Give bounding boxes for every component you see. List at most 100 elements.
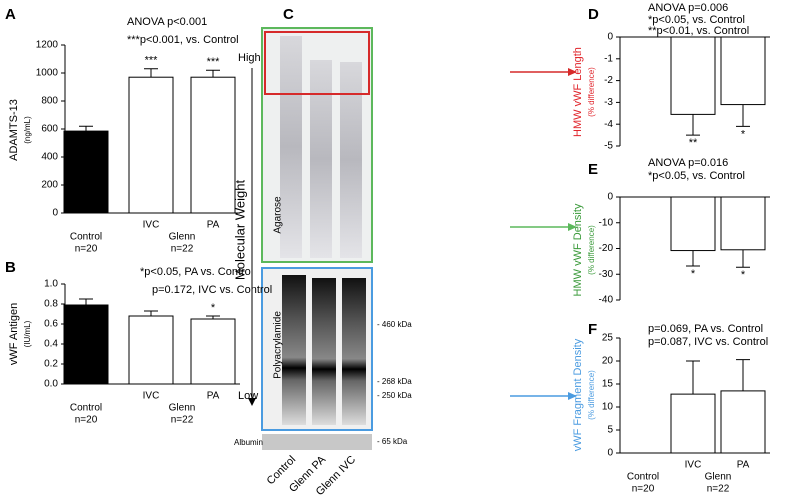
x-tick-label: PA: [207, 391, 220, 402]
error-bar: [79, 298, 93, 305]
annotation: *p<0.05, PA vs. Control: [140, 266, 253, 278]
lane: [282, 275, 306, 425]
significance: ***: [145, 55, 159, 67]
y-axis-label: HMW vWF Density: [572, 203, 584, 296]
lane: [312, 278, 336, 425]
y-tick-label: 0.2: [44, 359, 58, 370]
x-sublabel: n=22: [171, 415, 194, 426]
polyacrylamide-label: Polyacrylamide: [273, 311, 284, 379]
y-tick-label: -1: [604, 53, 613, 64]
lane: [280, 36, 302, 258]
error-bar: [736, 359, 750, 391]
significance: *: [741, 269, 746, 281]
significance: *: [691, 268, 696, 280]
error-bar: [79, 125, 93, 132]
bar: [720, 390, 766, 454]
x-group-label: Glenn: [705, 472, 732, 483]
y-axis-unit: (IU/mL): [23, 320, 32, 347]
high-label: High: [238, 52, 261, 64]
y-axis-unit: (% difference): [587, 370, 596, 420]
x-tick-label: IVC: [685, 460, 702, 471]
y-tick-label: 25: [602, 333, 614, 344]
y-axis-unit: (% difference): [587, 225, 596, 275]
y-tick-label: 0.4: [44, 339, 58, 350]
x-tick-label: Control: [70, 403, 102, 414]
x-group-label: Glenn: [169, 232, 196, 243]
error-bar: [736, 104, 750, 127]
lane: [342, 278, 366, 425]
bar: [63, 304, 109, 385]
x-tick-label: PA: [207, 220, 220, 231]
marker-label: - 460 kDa: [377, 320, 412, 329]
x-tick-label: IVC: [143, 391, 160, 402]
significance: *: [741, 128, 746, 140]
y-tick-label: 200: [41, 180, 58, 191]
y-axis-unit: (ng/mL): [23, 116, 32, 144]
arrowhead: [568, 68, 577, 76]
y-tick-label: -40: [599, 295, 614, 306]
panel-letter: D: [588, 6, 599, 23]
annotation: *p<0.05, vs. Control: [648, 170, 745, 182]
annotation: ANOVA p=0.006: [648, 2, 728, 14]
bar: [63, 130, 109, 214]
bar: [670, 196, 716, 252]
bar: [670, 393, 716, 454]
error-bar: [686, 360, 700, 395]
panel-letter: B: [5, 259, 16, 276]
significance: ***: [207, 56, 221, 68]
bar: [720, 36, 766, 106]
marker-label: - 65 kDa: [377, 437, 408, 446]
y-tick-label: 600: [41, 124, 58, 135]
albumin-strip: [262, 434, 372, 450]
bar: [720, 196, 766, 251]
y-tick-label: -10: [599, 217, 614, 228]
hmw-box: [264, 31, 370, 95]
arrowhead: [568, 392, 577, 400]
x-sublabel: n=20: [75, 415, 98, 426]
x-sublabel: n=22: [707, 484, 730, 495]
y-tick-label: 0: [607, 192, 613, 203]
annotation: ANOVA p<0.001: [127, 16, 207, 28]
annotation: **p<0.01, vs. Control: [648, 25, 749, 37]
y-tick-label: 0: [607, 448, 613, 459]
y-axis-label: ADAMTS-13: [8, 99, 20, 161]
lane: [310, 60, 332, 258]
significance: **: [689, 137, 698, 149]
x-sublabel: n=20: [75, 244, 98, 255]
bar: [190, 318, 236, 385]
y-tick-label: 0: [52, 208, 58, 219]
y-axis-label: vWF Antigen: [8, 303, 20, 365]
y-tick-label: 0.0: [44, 379, 58, 390]
y-tick-label: 400: [41, 152, 58, 163]
x-tick-label: Control: [627, 472, 659, 483]
x-tick-label: Control: [70, 232, 102, 243]
albumin-label: Albumin: [234, 438, 263, 447]
bar: [670, 36, 716, 115]
bar: [128, 315, 174, 385]
y-tick-label: 0.6: [44, 319, 58, 330]
low-label: Low: [238, 390, 258, 402]
panel-letter: E: [588, 161, 598, 178]
y-axis-label: HMW vWF Length: [572, 47, 584, 137]
y-tick-label: 10: [602, 402, 614, 413]
y-tick-label: -5: [604, 141, 613, 152]
gel-panel: C High Low Molecular Weight Agarose Poly…: [232, 6, 412, 498]
y-axis-unit: (% difference): [587, 67, 596, 117]
x-tick-label: IVC: [143, 220, 160, 231]
y-tick-label: 800: [41, 96, 58, 107]
panel-letter: C: [283, 6, 294, 23]
error-bar: [206, 69, 220, 78]
y-tick-label: 1200: [36, 40, 59, 51]
arrowhead: [568, 223, 577, 231]
y-tick-label: -4: [604, 119, 613, 130]
y-tick-label: -20: [599, 243, 614, 254]
annotation: *p<0.05, vs. Control: [648, 14, 745, 26]
y-tick-label: 15: [602, 379, 614, 390]
agarose-label: Agarose: [273, 196, 284, 234]
marker-label: - 268 kDa: [377, 377, 412, 386]
mw-label: Molecular Weight: [232, 180, 247, 281]
annotation: p=0.172, IVC vs. Control: [152, 284, 272, 296]
y-tick-label: 1000: [36, 68, 59, 79]
y-axis-label: vWF Fragment Density: [572, 338, 584, 451]
